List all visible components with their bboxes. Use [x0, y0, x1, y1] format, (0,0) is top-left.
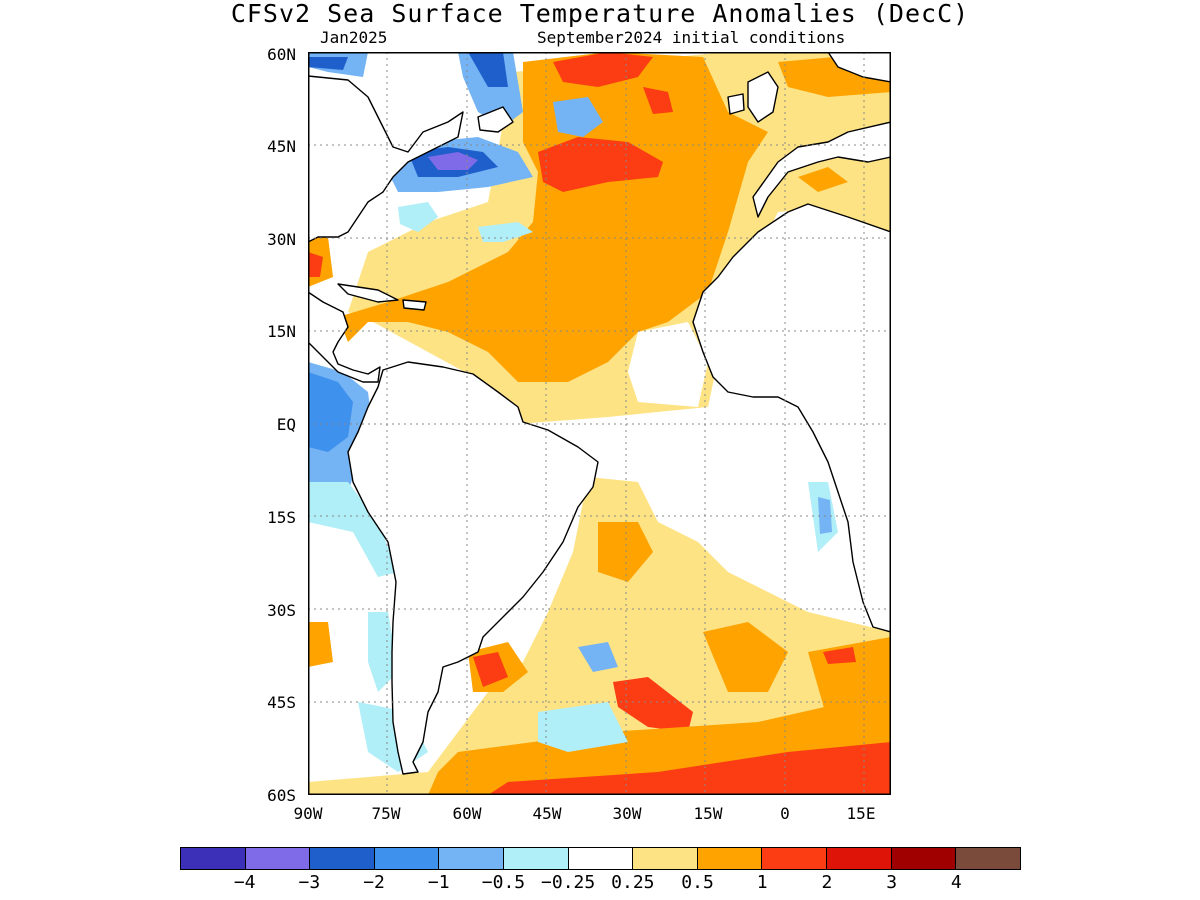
colorbar-tick-label: 0.25	[611, 872, 655, 893]
anomaly-region	[703, 622, 788, 692]
sst-anomaly-map	[308, 52, 891, 795]
cuba	[337, 283, 399, 303]
lon-label-60w: 60W	[452, 804, 482, 823]
lon-label-90w: 90W	[293, 804, 323, 823]
anomaly-region	[368, 612, 398, 692]
colorbar-tick-label: 0.5	[681, 872, 714, 893]
newfoundland	[477, 106, 514, 133]
hispaniola	[402, 299, 427, 311]
chart-title: CFSv2 Sea Surface Temperature Anomalies …	[230, 0, 970, 28]
initial-conditions: September2024 initial conditions	[537, 28, 846, 47]
colorbar-tick-label: −0.5	[481, 872, 526, 893]
colorbar-swatch	[633, 848, 698, 869]
anomaly-region	[538, 137, 663, 192]
anomaly-region	[613, 677, 693, 732]
colorbar-swatch	[762, 848, 828, 869]
anomaly-region	[798, 167, 848, 192]
graticule	[308, 52, 891, 795]
anomaly-region	[553, 97, 603, 137]
colorbar-swatch	[827, 848, 892, 869]
lat-label-60s: 60S	[267, 786, 296, 805]
lon-label-15e: 15E	[846, 804, 876, 823]
africa	[692, 203, 891, 633]
colorbar-tick-label: 1	[756, 872, 768, 893]
europe	[752, 121, 891, 218]
south-america	[347, 361, 599, 775]
british-isles	[747, 71, 779, 123]
anomaly-region	[398, 202, 438, 232]
colorbar-tick-label: 3	[886, 872, 898, 893]
lon-label-75w: 75W	[371, 804, 401, 823]
anomaly-region	[473, 652, 508, 687]
anomaly-region	[338, 52, 768, 382]
colorbar-swatch	[504, 848, 569, 869]
colorbar-swatch	[245, 848, 311, 869]
colorbar-tick-label: −0.25	[541, 872, 596, 893]
colorbar-tick-label: −4	[233, 872, 256, 893]
forecast-month: Jan2025	[320, 28, 388, 47]
scandinavia	[827, 52, 891, 83]
anomaly-region	[538, 702, 628, 752]
anomaly-region	[308, 482, 398, 577]
lat-label-30s: 30S	[267, 601, 296, 620]
colorbar-swatch	[891, 848, 957, 869]
anomaly-region	[308, 622, 333, 667]
lat-label-60n: 60N	[267, 45, 296, 64]
anomaly-region	[468, 52, 508, 87]
colorbar-tick-label: −1	[427, 872, 450, 893]
lon-label-0: 0	[780, 804, 790, 823]
lon-label-45w: 45W	[532, 804, 562, 823]
lat-label-45n: 45N	[267, 137, 296, 156]
anomaly-region	[308, 57, 348, 70]
lat-label-45s: 45S	[267, 693, 296, 712]
land-masses	[308, 52, 891, 775]
colorbar-swatch	[439, 848, 505, 869]
central-america	[308, 291, 381, 383]
colorbar-swatch	[956, 848, 1020, 869]
colorbar	[180, 847, 1021, 870]
lat-label-15n: 15N	[267, 322, 296, 341]
lat-label-15s: 15S	[267, 508, 296, 527]
anomaly-region	[578, 642, 618, 672]
lat-label-eq: EQ	[276, 415, 296, 434]
anomaly-region	[778, 152, 891, 237]
anomaly-region	[628, 322, 708, 407]
lon-label-30w: 30W	[612, 804, 642, 823]
lat-label-30n: 30N	[267, 230, 296, 249]
ireland	[727, 93, 745, 115]
anomaly-region	[308, 477, 891, 795]
lon-label-15w: 15W	[693, 804, 723, 823]
anomaly-region	[458, 52, 523, 127]
colorbar-tick-label: 4	[950, 872, 962, 893]
anomaly-region	[308, 372, 353, 452]
anomaly-region	[478, 222, 533, 242]
colorbar-tick-label: 2	[821, 872, 833, 893]
anomaly-region	[643, 87, 673, 114]
map-frame	[308, 52, 891, 795]
anomaly-region	[823, 647, 856, 664]
anomaly-region	[488, 742, 891, 795]
colorbar-tick-label: −3	[298, 872, 321, 893]
colorbar-swatch	[697, 848, 763, 869]
colorbar-tick-label: −2	[363, 872, 385, 893]
colorbar-swatch	[374, 848, 440, 869]
colorbar-swatch	[568, 848, 634, 869]
colorbar-swatch	[310, 848, 375, 869]
anomaly-region	[553, 52, 653, 87]
north-america	[308, 75, 464, 243]
anomaly-region	[428, 152, 478, 170]
anomaly-region	[308, 252, 323, 277]
colorbar-swatch	[181, 848, 246, 869]
anomaly-field	[308, 52, 891, 795]
